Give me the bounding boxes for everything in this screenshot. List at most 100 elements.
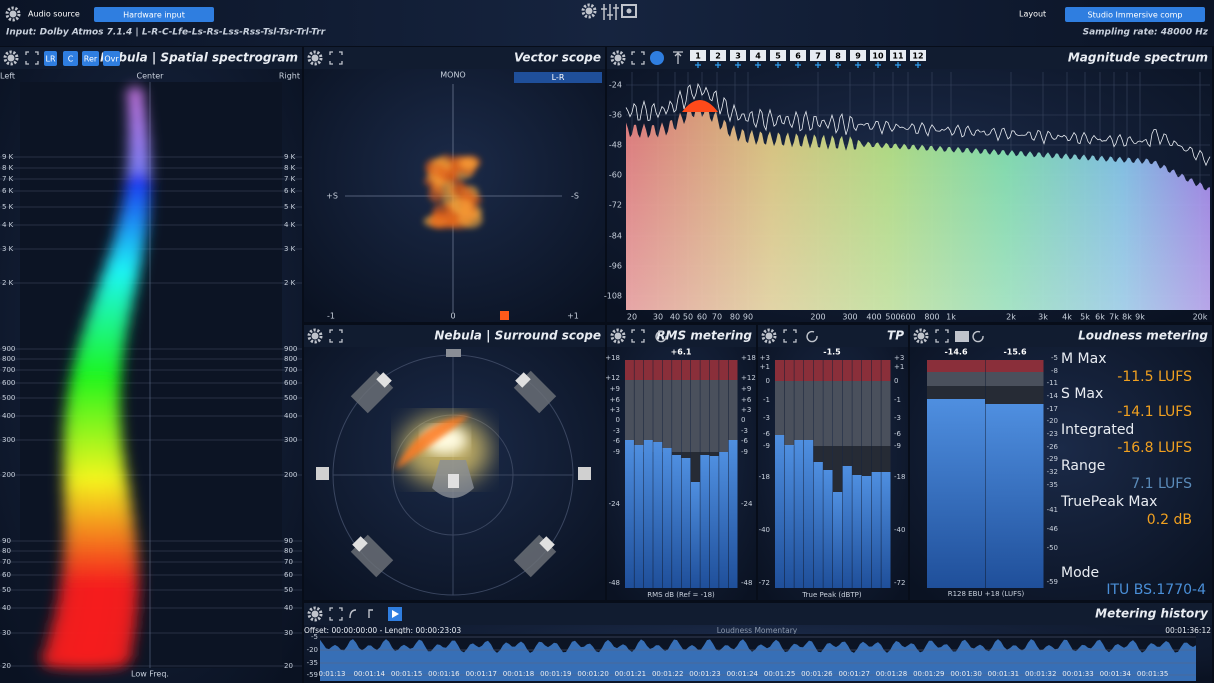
channel-plus	[915, 62, 921, 68]
channel-button[interactable]	[870, 50, 886, 61]
meter-level	[709, 456, 719, 588]
meter-idle	[862, 446, 872, 476]
label: 5 K	[2, 203, 14, 211]
settings-icon[interactable]	[610, 328, 626, 344]
cloud-part	[428, 184, 445, 203]
capture-icon[interactable]	[621, 4, 637, 18]
expand-icon[interactable]	[25, 51, 39, 65]
expand-icon[interactable]	[631, 51, 645, 65]
label: -9	[613, 448, 620, 456]
channel-button[interactable]	[830, 50, 846, 61]
meter-warn-zone	[804, 381, 814, 446]
expand-icon[interactable]	[783, 329, 797, 343]
expand-icon[interactable]	[329, 607, 343, 621]
settings-icon-core	[7, 54, 15, 62]
view-button[interactable]	[82, 51, 99, 66]
meter-footer: True Peak (dBTP)	[801, 591, 861, 599]
channel-button[interactable]	[810, 50, 826, 61]
expand-icon[interactable]	[329, 329, 343, 343]
channel-button[interactable]	[770, 50, 786, 61]
label: 7	[815, 52, 821, 61]
reset-icon[interactable]	[806, 330, 818, 343]
layout-button[interactable]	[1065, 7, 1205, 22]
label: 60	[697, 313, 707, 322]
stat-label: S Max	[1061, 386, 1103, 402]
label: 400	[866, 313, 881, 322]
mode-button[interactable]	[514, 72, 602, 83]
meter-warn-zone	[927, 372, 985, 386]
label: -1.5	[823, 348, 841, 357]
meter-warn-zone	[985, 372, 1044, 386]
settings-icon[interactable]	[913, 328, 929, 344]
view-button[interactable]	[44, 51, 57, 66]
settings-icon[interactable]	[3, 50, 19, 66]
label: 0	[741, 416, 745, 424]
settings-icon[interactable]	[761, 328, 777, 344]
label: 300	[284, 436, 297, 444]
label: 6	[795, 52, 801, 61]
source-button[interactable]	[94, 7, 214, 22]
play-button[interactable]	[650, 51, 664, 65]
label: 3k	[1038, 313, 1048, 322]
channel-button[interactable]	[690, 50, 706, 61]
expand-icon[interactable]	[935, 329, 949, 343]
layout-button-label: Studio Immersive comp	[1088, 11, 1183, 20]
pin-icon	[673, 51, 683, 64]
label: 300	[842, 313, 857, 322]
label: -48	[609, 579, 620, 587]
time-label: 00:01:33	[1062, 670, 1093, 678]
channel-button[interactable]	[710, 50, 726, 61]
channel-button[interactable]	[890, 50, 906, 61]
expand-icon[interactable]	[631, 329, 645, 343]
meter-clip-zone	[871, 360, 881, 381]
meter-idle	[985, 386, 1044, 404]
label: +12	[605, 374, 620, 382]
label: Low Freq.	[131, 670, 169, 679]
channel-button[interactable]	[730, 50, 746, 61]
meter-warn-zone	[700, 380, 710, 452]
expand-icon[interactable]	[329, 51, 343, 65]
meter-level	[842, 466, 852, 588]
reset-icon[interactable]	[655, 330, 667, 343]
scale-icon[interactable]	[349, 609, 373, 619]
channel-button[interactable]	[750, 50, 766, 61]
channel-button[interactable]	[850, 50, 866, 61]
stat-value: -11.5 LUFS	[1117, 369, 1192, 385]
meter-clip-zone	[881, 360, 891, 381]
settings-icon[interactable]	[307, 50, 323, 66]
pause-button[interactable]	[955, 331, 969, 342]
label: 700	[284, 366, 297, 374]
settings-icon[interactable]	[610, 50, 626, 66]
label: +6	[610, 396, 621, 404]
label: 40	[670, 313, 680, 322]
label: 4 K	[284, 221, 296, 229]
label: 6 K	[284, 187, 296, 195]
channel-button[interactable]	[910, 50, 926, 61]
label: -24	[609, 500, 621, 508]
stat-value: 0.2 dB	[1147, 512, 1192, 528]
cloud-part	[41, 658, 129, 670]
settings-icon-core	[917, 332, 925, 340]
channel-plus	[895, 62, 901, 68]
time-label: 00:01:24	[727, 670, 759, 678]
mixer-icon[interactable]	[601, 4, 619, 20]
view-button[interactable]	[63, 51, 78, 66]
reset-icon[interactable]	[972, 330, 984, 343]
label: -5	[1051, 354, 1058, 362]
settings-icon[interactable]	[307, 328, 323, 344]
view-button[interactable]	[103, 51, 120, 66]
time-label: 00:01:26	[801, 670, 833, 678]
channel-button[interactable]	[790, 50, 806, 61]
speaker-side	[578, 467, 591, 480]
label: 20k	[1193, 313, 1208, 322]
settings-icon[interactable]	[307, 606, 323, 622]
settings-icon[interactable]	[5, 6, 21, 22]
meter-warn-zone	[719, 380, 729, 452]
meter-level	[643, 440, 653, 588]
label: 8 K	[284, 164, 296, 172]
label: Loudness Momentary	[717, 626, 798, 635]
settings-icon[interactable]	[581, 3, 597, 19]
label: -40	[759, 526, 770, 534]
spatial-spectrogram-title: Nebula | Spatial spectrogram	[100, 51, 298, 65]
label: 200	[284, 471, 297, 479]
